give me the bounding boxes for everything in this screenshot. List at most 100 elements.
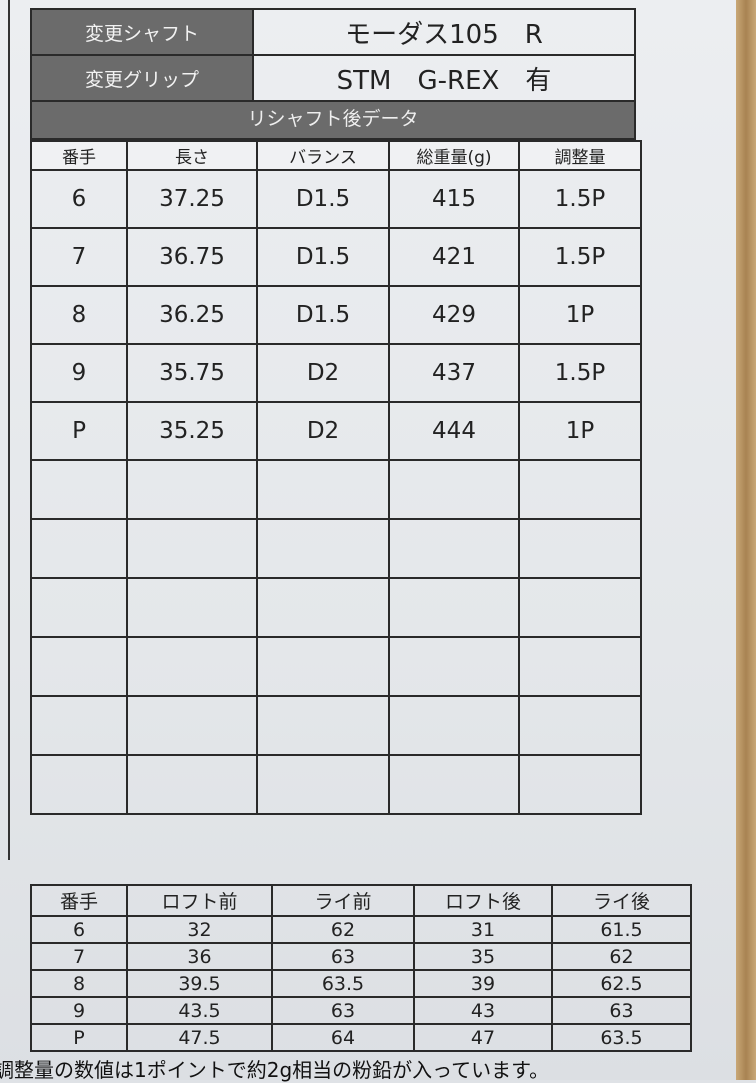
table-cell: 1.5P <box>518 343 642 403</box>
empty-row <box>30 695 642 756</box>
left-table-edge <box>8 0 10 860</box>
table-row: 7 36.75 D1.5 421 1.5P <box>30 227 642 287</box>
table-cell: 1.5P <box>518 169 642 229</box>
empty-cell <box>388 695 520 756</box>
table-cell: 47 <box>413 1023 553 1052</box>
table-cell: 1.5P <box>518 227 642 287</box>
spec-table: 変更シャフト モーダス105 R 変更グリップ STM G-REX 有 <box>30 8 636 102</box>
table-cell: 61.5 <box>551 915 692 944</box>
table-row: 6 32 62 31 61.5 <box>30 915 692 944</box>
table-cell: 7 <box>30 227 128 287</box>
table-cell: 36.75 <box>126 227 258 287</box>
empty-cell <box>30 459 128 520</box>
table-cell: 62.5 <box>551 969 692 998</box>
empty-cell <box>388 577 520 638</box>
table-cell: P <box>30 401 128 461</box>
table-cell: 37.25 <box>126 169 258 229</box>
empty-cell <box>388 636 520 697</box>
shaft-row: 変更シャフト モーダス105 R <box>30 8 636 56</box>
column-header: 番手 <box>30 140 128 171</box>
table-cell: 35.25 <box>126 401 258 461</box>
table-cell: 62 <box>271 915 415 944</box>
empty-row <box>30 636 642 697</box>
table-cell: 9 <box>30 996 128 1025</box>
table-cell: 43.5 <box>126 996 273 1025</box>
empty-cell <box>126 577 258 638</box>
table-cell: 415 <box>388 169 520 229</box>
table-cell: 421 <box>388 227 520 287</box>
loft-lie-table: 番手 ロフト前 ライ前 ロフト後 ライ後 6 32 62 31 61.5 7 36 63 35 62 8 39… <box>30 884 692 1052</box>
table-cell: P <box>30 1023 128 1052</box>
wooden-surface <box>736 0 756 1080</box>
table-cell: 437 <box>388 343 520 403</box>
column-header: 長さ <box>126 140 258 171</box>
empty-row <box>30 518 642 579</box>
table-cell: 36 <box>126 942 273 971</box>
table-cell: 6 <box>30 169 128 229</box>
reshaft-header: 番手 長さ バランス 総重量(g) 調整量 <box>30 140 642 171</box>
column-header: ライ前 <box>271 884 415 917</box>
footnote: 調整量の数値は1ポイントで約2g相当の粉鉛が入っています。 <box>0 1058 550 1082</box>
empty-cell <box>126 695 258 756</box>
table-cell: 31 <box>413 915 553 944</box>
empty-cell <box>388 518 520 579</box>
column-header: 調整量 <box>518 140 642 171</box>
empty-cell <box>256 518 390 579</box>
table-cell: D2 <box>256 401 390 461</box>
grip-value: STM G-REX 有 <box>252 54 636 102</box>
grip-row: 変更グリップ STM G-REX 有 <box>30 54 636 102</box>
table-cell: 6 <box>30 915 128 944</box>
column-header: 番手 <box>30 884 128 917</box>
empty-cell <box>388 754 520 815</box>
table-cell: 63 <box>551 996 692 1025</box>
table-cell: D1.5 <box>256 227 390 287</box>
table-cell: 8 <box>30 285 128 345</box>
empty-cell <box>518 754 642 815</box>
shaft-label: 変更シャフト <box>30 8 254 56</box>
empty-row <box>30 754 642 815</box>
table-row: P 47.5 64 47 63.5 <box>30 1023 692 1052</box>
table-cell: 35.75 <box>126 343 258 403</box>
loft-lie-header: 番手 ロフト前 ライ前 ロフト後 ライ後 <box>30 884 692 917</box>
reshaft-title: リシャフト後データ <box>30 102 636 140</box>
table-cell: D1.5 <box>256 285 390 345</box>
table-cell: 35 <box>413 942 553 971</box>
table-cell: 9 <box>30 343 128 403</box>
table-row: 6 37.25 D1.5 415 1.5P <box>30 169 642 229</box>
table-cell: 39.5 <box>126 969 273 998</box>
empty-cell <box>30 695 128 756</box>
table-cell: 7 <box>30 942 128 971</box>
empty-cell <box>126 636 258 697</box>
empty-cell <box>388 459 520 520</box>
empty-cell <box>126 754 258 815</box>
table-cell: 1P <box>518 285 642 345</box>
column-header: 総重量(g) <box>388 140 520 171</box>
empty-cell <box>256 636 390 697</box>
empty-cell <box>30 577 128 638</box>
empty-cell <box>256 577 390 638</box>
table-cell: 63 <box>271 942 415 971</box>
table-row: P 35.25 D2 444 1P <box>30 401 642 461</box>
empty-cell <box>518 518 642 579</box>
empty-row <box>30 577 642 638</box>
table-cell: 429 <box>388 285 520 345</box>
table-row: 9 35.75 D2 437 1.5P <box>30 343 642 403</box>
shaft-value: モーダス105 R <box>252 8 636 56</box>
reshaft-table: 番手 長さ バランス 総重量(g) 調整量 6 37.25 D1.5 415 1.5P 7 36.7… <box>30 140 642 815</box>
empty-cell <box>256 459 390 520</box>
empty-cell <box>518 695 642 756</box>
table-cell: 62 <box>551 942 692 971</box>
empty-cell <box>126 518 258 579</box>
empty-cell <box>126 459 258 520</box>
table-cell: 63.5 <box>271 969 415 998</box>
empty-cell <box>30 636 128 697</box>
table-row: 8 36.25 D1.5 429 1P <box>30 285 642 345</box>
table-cell: 1P <box>518 401 642 461</box>
empty-cell <box>30 754 128 815</box>
table-row: 9 43.5 63 43 63 <box>30 996 692 1025</box>
upper-section: 変更シャフト モーダス105 R 変更グリップ STM G-REX 有 リシャフ… <box>30 8 642 815</box>
empty-cell <box>30 518 128 579</box>
empty-row <box>30 459 642 520</box>
table-cell: 64 <box>271 1023 415 1052</box>
empty-cell <box>518 636 642 697</box>
